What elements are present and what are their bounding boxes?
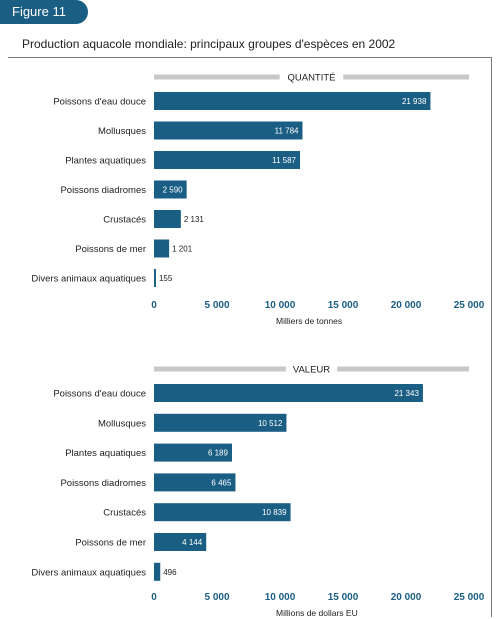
chart-2-value-label: 6 465: [211, 478, 232, 487]
chart-1-tick-label: 15 000: [328, 300, 359, 311]
chart-1-section-title: QUANTITÉ: [287, 73, 335, 84]
chart-2-value-label: 10 512: [258, 419, 283, 428]
chart-1-bar: [154, 92, 431, 110]
chart-2-tick-label: 15 000: [328, 592, 359, 603]
chart-2-tick-label: 5 000: [204, 592, 229, 603]
chart-1-tick-label: 10 000: [265, 300, 296, 311]
chart-2-header-band-right: [337, 366, 469, 372]
chart-1-value-label: 1 201: [172, 245, 193, 254]
chart-2-category-label: Poissons de mer: [75, 538, 146, 549]
chart-2-tick-label: 0: [151, 592, 157, 603]
chart-2-category-label: Divers animaux aquatiques: [31, 567, 146, 578]
chart-2-bar: [154, 533, 207, 551]
chart-1-value-label: 11 587: [272, 156, 296, 165]
chart-2-bar: [154, 443, 232, 462]
chart-title: Production aquacole mondiale: principaux…: [22, 37, 396, 51]
chart-1-header-band-left: [154, 74, 280, 80]
chart-1-value-label: 11 784: [275, 127, 299, 136]
chart-1-tick-label: 5 000: [204, 300, 229, 311]
chart-2-header-band-left: [154, 366, 286, 372]
chart-2-category-label: Crustacés: [103, 508, 146, 519]
chart-2-bar: [154, 473, 236, 492]
chart-1-bar: [154, 269, 156, 287]
chart-1-value-label: 155: [159, 274, 173, 283]
chart-1-bar: [154, 180, 187, 199]
chart-1-category-label: Poissons de mer: [75, 244, 146, 255]
chart-1-bar: [154, 121, 303, 140]
chart-1-tick-label: 25 000: [454, 300, 485, 311]
chart-1-category-label: Poissons diadromes: [60, 185, 146, 196]
chart-2-category-label: Poissons diadromes: [60, 478, 146, 489]
chart-2-category-label: Mollusques: [98, 418, 146, 429]
chart-2-value-label: 6 189: [208, 449, 229, 458]
chart-2-value-label: 10 839: [262, 508, 287, 517]
chart-2-category-label: Plantes aquatiques: [65, 448, 146, 459]
chart-1-category-label: Crustacés: [103, 215, 146, 226]
chart-2-tick-label: 20 000: [391, 592, 422, 603]
chart-2-axis-label: Millions de dollars EU: [276, 608, 358, 618]
chart-1-category-label: Plantes aquatiques: [65, 156, 146, 167]
figure-frame: [8, 57, 492, 617]
chart-2-value-label: 21 343: [394, 389, 419, 398]
chart-1-bar: [154, 151, 300, 169]
chart-2-bar: [154, 503, 291, 522]
chart-1-category-label: Divers animaux aquatiques: [31, 274, 146, 285]
chart-1-tick-label: 0: [151, 300, 157, 311]
chart-2-bar: [154, 384, 423, 402]
chart-2-value-label: 4 144: [182, 538, 203, 547]
chart-2-tick-label: 25 000: [454, 592, 485, 603]
chart-2-category-label: Poissons d'eau douce: [53, 389, 146, 400]
chart-1-tick-label: 20 000: [391, 300, 422, 311]
chart-1-value-label: 21 938: [402, 97, 427, 106]
chart-1-bar: [154, 239, 170, 258]
chart-1-value-label: 2 131: [184, 215, 205, 224]
chart-2-tick-label: 10 000: [265, 592, 296, 603]
chart-1-bar: [154, 210, 181, 228]
chart-1-header-band-right: [343, 74, 469, 80]
chart-2-bar: [154, 562, 161, 581]
chart-2-bar: [154, 413, 287, 432]
figure-label: Figure 11: [0, 0, 88, 24]
chart-1-axis-label: Milliers de tonnes: [276, 316, 342, 326]
chart-2-value-label: 496: [163, 568, 177, 577]
chart-1-value-label: 2 590: [163, 186, 184, 195]
chart-1-category-label: Mollusques: [98, 126, 146, 137]
chart-2-section-title: VALEUR: [293, 365, 330, 376]
chart-1-category-label: Poissons d'eau douce: [53, 97, 146, 108]
